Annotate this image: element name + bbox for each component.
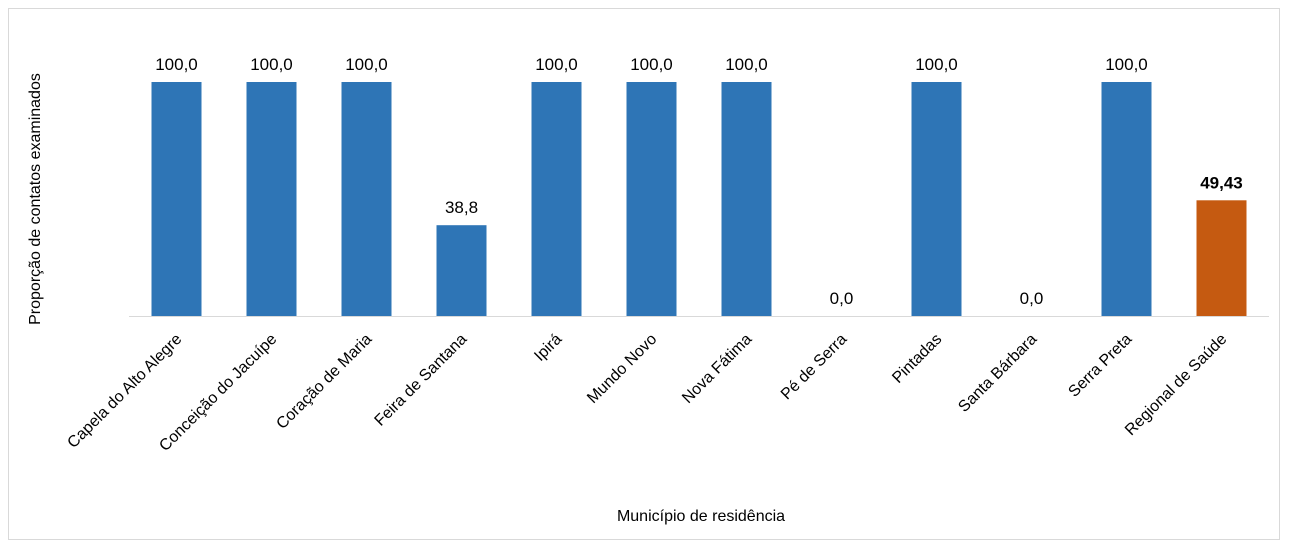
bar-chart: 100,0 100,0 100,0 38,8 100,0 100,0 100,0 0,0 100… bbox=[27, 55, 1269, 525]
value-label-4: 100,0 bbox=[535, 55, 578, 74]
value-label-5: 100,0 bbox=[630, 55, 673, 74]
category-label-10: Serra Preta bbox=[1065, 331, 1135, 401]
value-label-11: 49,43 bbox=[1200, 173, 1243, 192]
category-label-5: Mundo Novo bbox=[584, 331, 660, 407]
bar-11 bbox=[1196, 200, 1247, 316]
category-label-6: Nova Fátima bbox=[679, 331, 755, 407]
bar-5 bbox=[626, 82, 677, 316]
bar-6 bbox=[721, 82, 772, 316]
value-label-10: 100,0 bbox=[1105, 55, 1148, 74]
value-label-8: 100,0 bbox=[915, 55, 958, 74]
bar-2 bbox=[341, 82, 392, 316]
bar-4 bbox=[531, 82, 582, 316]
value-label-0: 100,0 bbox=[155, 55, 198, 74]
category-label-8: Pintadas bbox=[889, 331, 945, 387]
category-label-2: Coração de Maria bbox=[273, 331, 375, 433]
category-label-11: Regional de Saúde bbox=[1122, 331, 1230, 439]
value-label-2: 100,0 bbox=[345, 55, 388, 74]
bar-8 bbox=[911, 82, 962, 316]
value-label-1: 100,0 bbox=[250, 55, 293, 74]
value-label-3: 38,8 bbox=[445, 198, 478, 217]
bar-0 bbox=[151, 82, 202, 316]
value-label-9: 0,0 bbox=[1020, 289, 1044, 308]
category-label-9: Santa Bárbara bbox=[955, 331, 1040, 416]
value-labels-layer: 100,0 100,0 100,0 38,8 100,0 100,0 100,0 0,0 100… bbox=[155, 55, 1243, 308]
value-label-7: 0,0 bbox=[830, 289, 854, 308]
x-axis-title: Município de residência bbox=[617, 508, 785, 525]
value-label-6: 100,0 bbox=[725, 55, 768, 74]
bar-3 bbox=[436, 225, 487, 316]
bars-layer bbox=[151, 82, 1247, 316]
y-axis-title: Proporção de contatos examinados bbox=[27, 73, 44, 325]
category-label-3: Feira de Santana bbox=[372, 331, 471, 430]
bar-10 bbox=[1101, 82, 1152, 316]
category-label-4: Ipirá bbox=[531, 331, 565, 365]
category-label-7: Pé de Serra bbox=[778, 331, 850, 403]
bar-1 bbox=[246, 82, 297, 316]
chart-frame: 100,0 100,0 100,0 38,8 100,0 100,0 100,0 0,0 100… bbox=[8, 8, 1280, 540]
